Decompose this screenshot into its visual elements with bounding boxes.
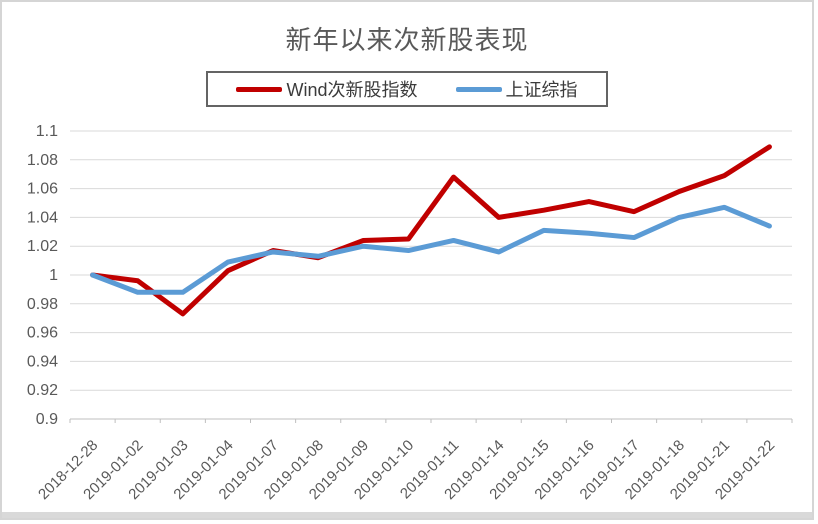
y-axis-tick-label: 0.92 <box>27 382 58 399</box>
legend-item-shanghai-composite[interactable]: 上证综指 <box>455 76 578 102</box>
y-axis-tick-label: 0.96 <box>27 325 58 342</box>
legend-box: Wind次新股指数 上证综指 <box>206 71 608 107</box>
y-axis-tick-label: 1.02 <box>27 238 58 255</box>
series-line-0[interactable] <box>90 144 772 317</box>
legend-item-wind-index[interactable]: Wind次新股指数 <box>236 76 418 102</box>
chart-title: 新年以来次新股表现 <box>285 25 529 55</box>
legend-label-shanghai-composite: 上证综指 <box>505 80 578 100</box>
y-axis-tick-label: 1.08 <box>27 152 58 169</box>
y-axis-tick-label: 0.94 <box>27 353 58 370</box>
y-axis-tick-label: 0.9 <box>36 411 58 428</box>
legend-label-wind-index: Wind次新股指数 <box>286 80 418 100</box>
series-line-1[interactable] <box>90 204 772 295</box>
y-axis-tick-label: 1.04 <box>27 209 58 226</box>
y-axis-tick-label: 1 <box>49 267 58 284</box>
y-axis-tick-label: 1.06 <box>27 181 58 198</box>
y-axis-tick-label: 1.1 <box>36 123 58 140</box>
chart-legend: Wind次新股指数 上证综指 <box>2 71 812 107</box>
y-axis-tick-label: 0.98 <box>27 296 58 313</box>
bottom-gray-strip <box>2 512 812 518</box>
legend-line-swatch-blue <box>455 86 502 92</box>
legend-line-swatch-red <box>236 86 283 92</box>
